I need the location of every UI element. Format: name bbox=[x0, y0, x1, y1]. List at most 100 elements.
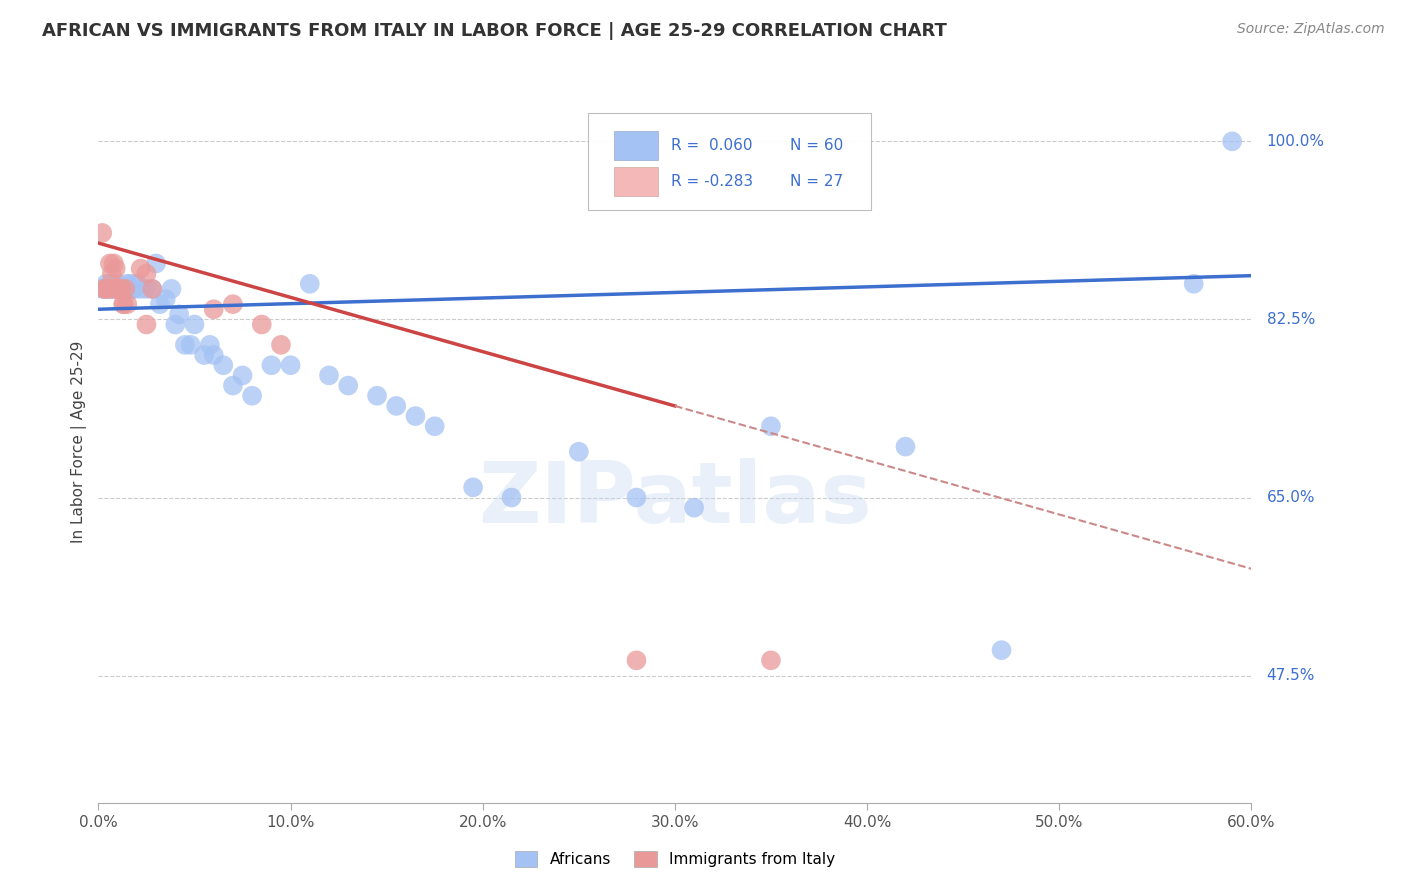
Point bbox=[94, 277, 117, 291]
Point bbox=[463, 480, 485, 494]
Point bbox=[104, 261, 127, 276]
Point bbox=[222, 297, 245, 311]
Point bbox=[405, 409, 427, 423]
Point bbox=[183, 318, 205, 332]
Point bbox=[107, 282, 129, 296]
Point bbox=[1182, 277, 1205, 291]
Point bbox=[198, 338, 221, 352]
Point bbox=[318, 368, 340, 383]
Text: N = 27: N = 27 bbox=[790, 174, 844, 189]
Point bbox=[759, 653, 782, 667]
Point bbox=[97, 282, 120, 296]
Point bbox=[894, 440, 917, 454]
Text: Source: ZipAtlas.com: Source: ZipAtlas.com bbox=[1237, 22, 1385, 37]
Point bbox=[114, 282, 136, 296]
Point bbox=[125, 277, 148, 291]
Point bbox=[94, 282, 117, 296]
Point bbox=[212, 358, 235, 372]
Point bbox=[101, 282, 124, 296]
Point bbox=[423, 419, 446, 434]
Point bbox=[385, 399, 408, 413]
Text: 100.0%: 100.0% bbox=[1267, 134, 1324, 149]
Point bbox=[112, 297, 135, 311]
Y-axis label: In Labor Force | Age 25-29: In Labor Force | Age 25-29 bbox=[72, 341, 87, 542]
Point bbox=[91, 226, 114, 240]
Point bbox=[141, 282, 163, 296]
Point bbox=[160, 282, 183, 296]
Point bbox=[108, 282, 131, 296]
Point bbox=[122, 282, 145, 296]
Point bbox=[270, 338, 292, 352]
Point bbox=[298, 277, 321, 291]
Point bbox=[202, 348, 225, 362]
Point bbox=[626, 491, 648, 505]
Point bbox=[103, 282, 125, 296]
Point bbox=[129, 261, 152, 276]
Point bbox=[110, 282, 132, 296]
Point bbox=[202, 302, 225, 317]
Point bbox=[180, 338, 202, 352]
Point bbox=[98, 256, 121, 270]
Point bbox=[990, 643, 1012, 657]
Text: R =  0.060: R = 0.060 bbox=[672, 137, 754, 153]
Point bbox=[683, 500, 706, 515]
Point bbox=[98, 277, 121, 291]
Legend: Africans, Immigrants from Italy: Africans, Immigrants from Italy bbox=[515, 852, 835, 867]
Point bbox=[366, 389, 388, 403]
Point bbox=[135, 267, 157, 281]
Point bbox=[91, 282, 114, 296]
Point bbox=[93, 282, 115, 296]
Point bbox=[250, 318, 273, 332]
Point bbox=[193, 348, 215, 362]
Point bbox=[101, 267, 124, 281]
Point bbox=[114, 282, 136, 296]
FancyBboxPatch shape bbox=[614, 131, 658, 160]
Point bbox=[104, 282, 127, 296]
Point bbox=[280, 358, 302, 372]
Point bbox=[117, 282, 139, 296]
Text: N = 60: N = 60 bbox=[790, 137, 844, 153]
Point bbox=[117, 297, 139, 311]
Point bbox=[626, 653, 648, 667]
Point bbox=[231, 368, 254, 383]
Text: AFRICAN VS IMMIGRANTS FROM ITALY IN LABOR FORCE | AGE 25-29 CORRELATION CHART: AFRICAN VS IMMIGRANTS FROM ITALY IN LABO… bbox=[42, 22, 948, 40]
Point bbox=[145, 256, 167, 270]
Point bbox=[141, 282, 163, 296]
Point bbox=[1220, 134, 1243, 148]
Point bbox=[124, 282, 146, 296]
Point bbox=[110, 282, 132, 296]
Point bbox=[118, 282, 141, 296]
Point bbox=[120, 277, 142, 291]
Text: 82.5%: 82.5% bbox=[1267, 312, 1315, 327]
Point bbox=[107, 277, 129, 291]
Point bbox=[135, 282, 157, 296]
Point bbox=[759, 419, 782, 434]
Point bbox=[337, 378, 360, 392]
Point bbox=[117, 277, 139, 291]
FancyBboxPatch shape bbox=[589, 112, 870, 211]
Point bbox=[93, 282, 115, 296]
Point bbox=[501, 491, 523, 505]
Point bbox=[101, 282, 124, 296]
Point bbox=[112, 282, 135, 296]
Point bbox=[129, 282, 152, 296]
Point bbox=[240, 389, 263, 403]
Point bbox=[167, 307, 190, 321]
Text: ZIPatlas: ZIPatlas bbox=[478, 458, 872, 541]
Text: 65.0%: 65.0% bbox=[1267, 490, 1315, 505]
FancyBboxPatch shape bbox=[614, 167, 658, 196]
Point bbox=[103, 277, 125, 291]
Point bbox=[155, 292, 177, 306]
Point bbox=[97, 282, 120, 296]
Point bbox=[260, 358, 283, 372]
Point bbox=[103, 256, 125, 270]
Point bbox=[174, 338, 197, 352]
Point bbox=[222, 378, 245, 392]
Point bbox=[135, 318, 157, 332]
Text: 47.5%: 47.5% bbox=[1267, 668, 1315, 683]
Point bbox=[107, 282, 129, 296]
Point bbox=[107, 282, 129, 296]
Point bbox=[165, 318, 187, 332]
Text: R = -0.283: R = -0.283 bbox=[672, 174, 754, 189]
Point bbox=[112, 297, 135, 311]
